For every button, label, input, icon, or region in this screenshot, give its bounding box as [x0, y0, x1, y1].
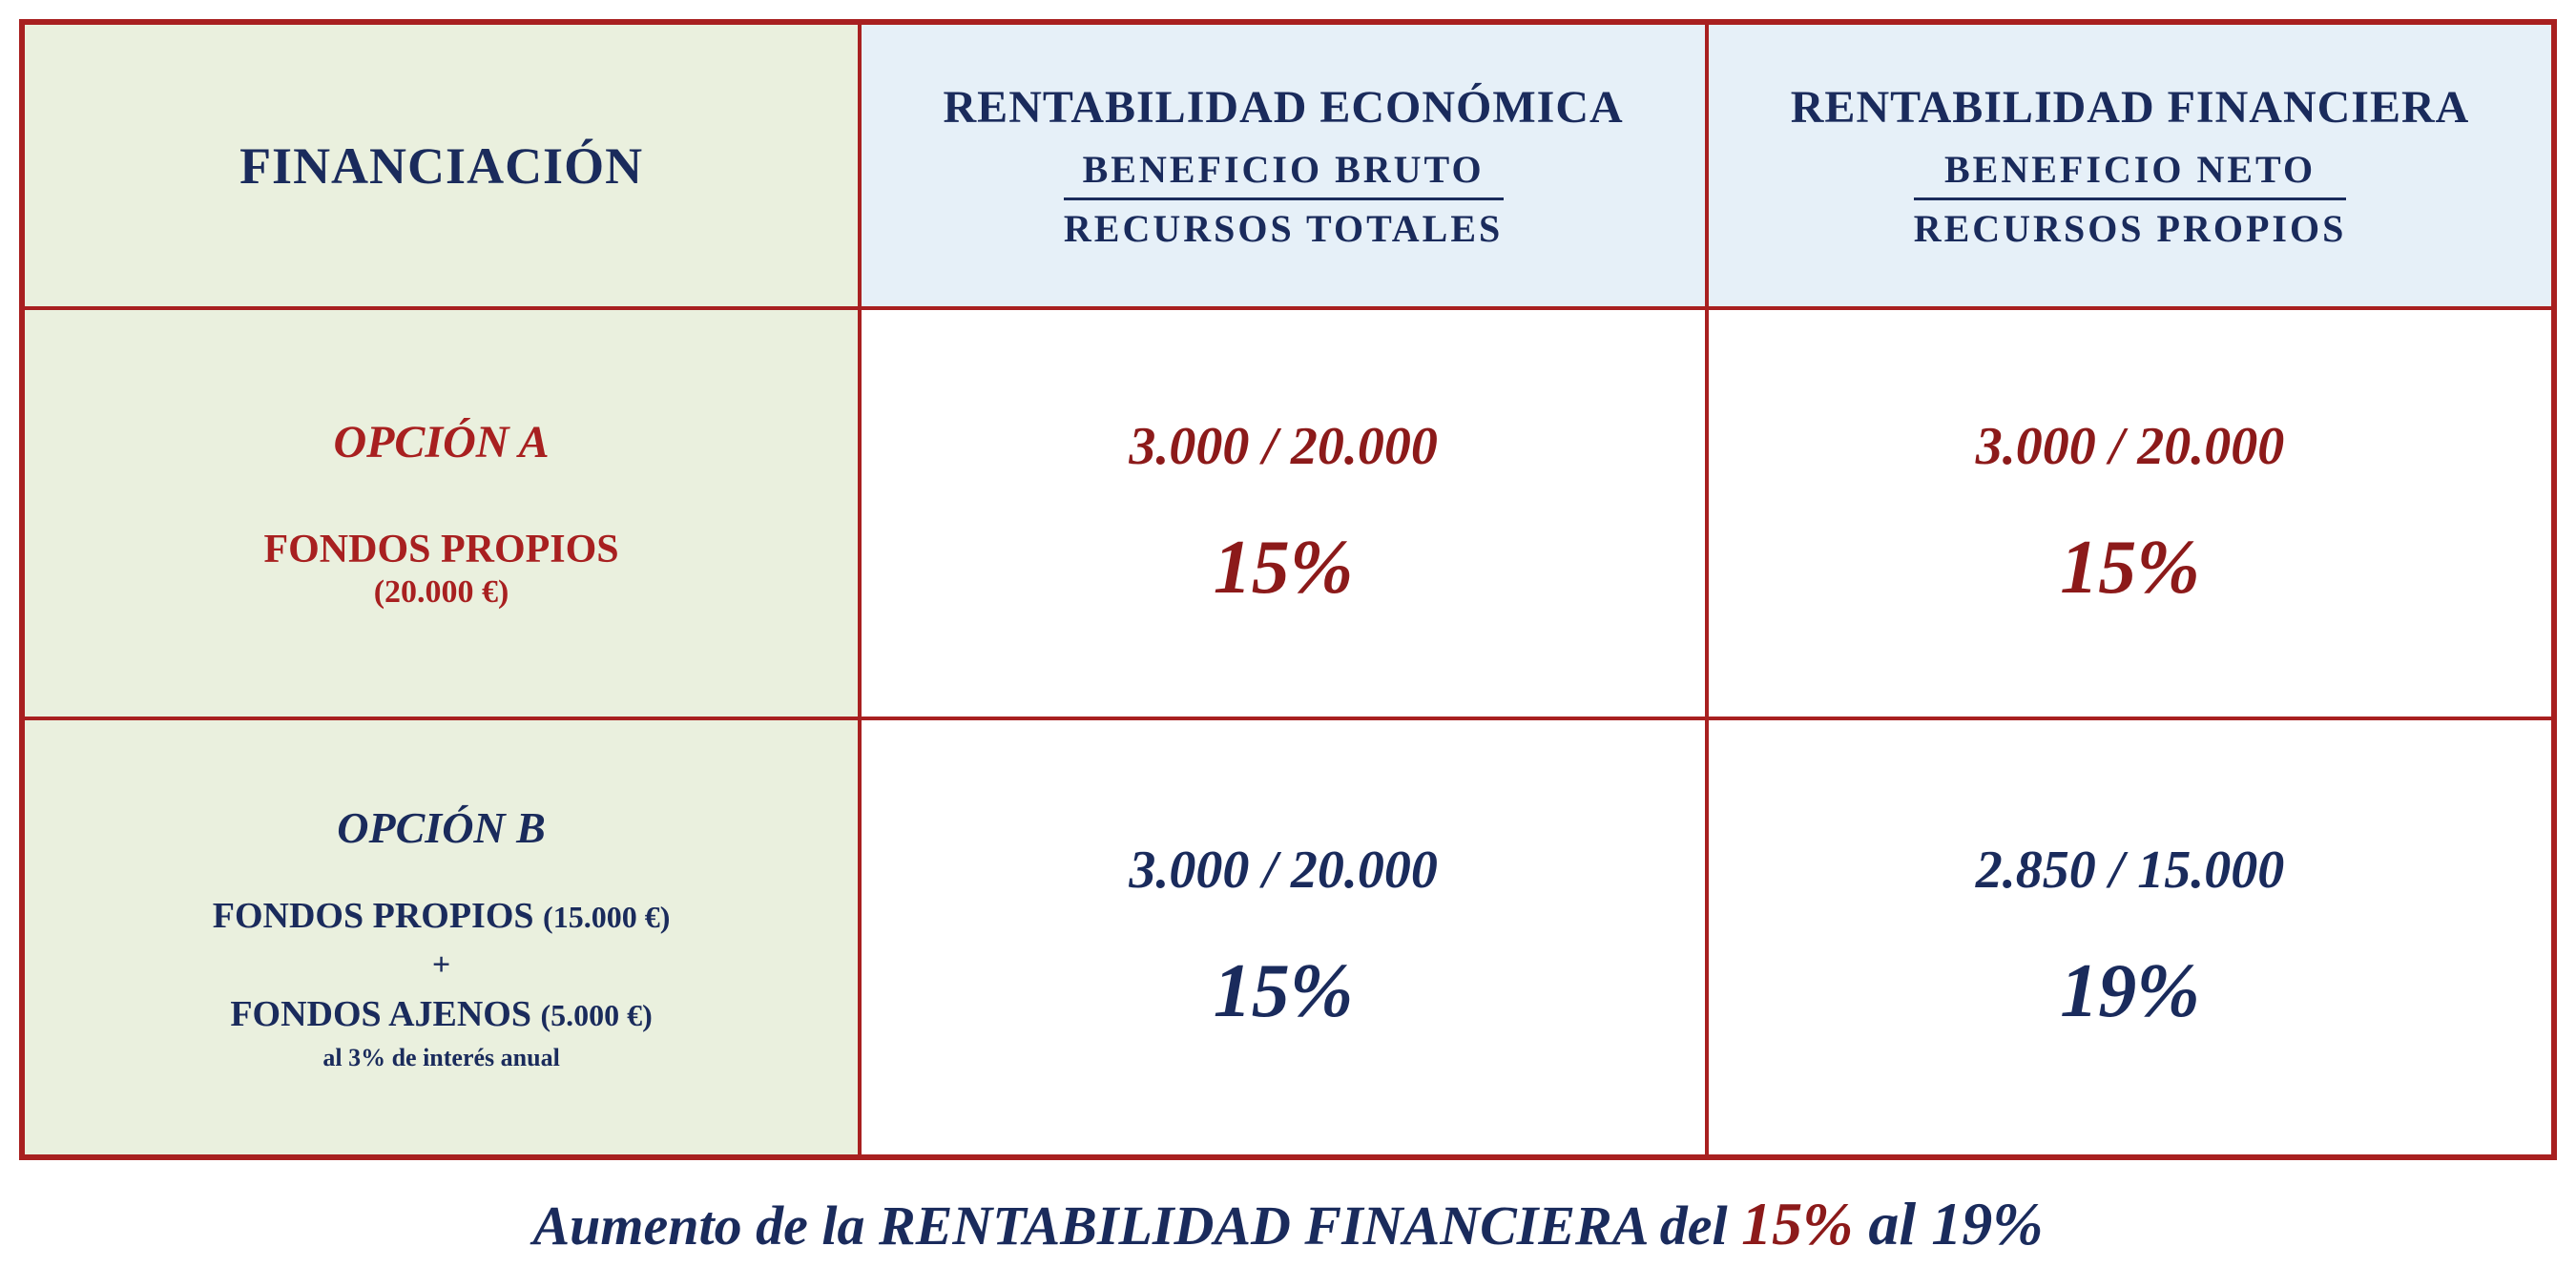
footer-text-2: del	[1660, 1195, 1741, 1257]
option-b-label-cell: OPCIÓN B FONDOS PROPIOS (15.000 €) + FON…	[22, 718, 860, 1157]
option-b-title: OPCIÓN B	[26, 802, 857, 853]
col3-fraction: BENEFICIO NETO RECURSOS PROPIOS	[1914, 147, 2347, 251]
option-a-econ-pct: 15%	[862, 525, 1704, 612]
option-b-economica-cell: 3.000 / 20.000 15%	[860, 718, 1707, 1157]
footer-pct-to: al 19%	[1868, 1190, 2043, 1257]
col3-frac-numerator: BENEFICIO NETO	[1914, 147, 2347, 200]
option-a-title: OPCIÓN A	[26, 416, 857, 468]
option-b-ajenos-label: FONDOS AJENOS	[230, 994, 531, 1034]
option-b-propios-label: FONDOS PROPIOS	[213, 896, 534, 936]
option-a-amount: (20.000 €)	[26, 574, 857, 611]
option-b-interest-note: al 3% de interés anual	[26, 1044, 857, 1072]
col3-title: RENTABILIDAD FINANCIERA	[1710, 81, 2550, 134]
col2-frac-denominator: RECURSOS TOTALES	[1064, 200, 1504, 251]
option-b-propios-amount: (15.000 €)	[543, 900, 670, 934]
table-row-option-b: OPCIÓN B FONDOS PROPIOS (15.000 €) + FON…	[22, 718, 2554, 1157]
option-b-econ-calc: 3.000 / 20.000	[862, 840, 1704, 901]
table-header-row: FINANCIACIÓN RENTABILIDAD ECONÓMICA BENE…	[22, 22, 2554, 308]
option-b-ajenos-amount: (5.000 €)	[541, 998, 653, 1032]
footer-pct-from: 15%	[1741, 1190, 1868, 1257]
table-row-option-a: OPCIÓN A FONDOS PROPIOS (20.000 €) 3.000…	[22, 308, 2554, 718]
col2-fraction: BENEFICIO BRUTO RECURSOS TOTALES	[1064, 147, 1504, 251]
option-b-propios: FONDOS PROPIOS (15.000 €)	[26, 891, 857, 942]
option-b-ajenos: FONDOS AJENOS (5.000 €)	[26, 989, 857, 1040]
col1-title: FINANCIACIÓN	[26, 136, 857, 196]
footer-summary: Aumento de la RENTABILIDAD FINANCIERA de…	[19, 1160, 2557, 1269]
col2-title: RENTABILIDAD ECONÓMICA	[862, 81, 1704, 134]
col2-frac-numerator: BENEFICIO BRUTO	[1064, 147, 1504, 200]
header-col-financiera: RENTABILIDAD FINANCIERA BENEFICIO NETO R…	[1707, 22, 2554, 308]
header-col-financiacion: FINANCIACIÓN	[22, 22, 860, 308]
option-b-fin-calc: 2.850 / 15.000	[1710, 840, 2550, 901]
footer-text-1: Aumento de la RENTABILIDAD FINANCIERA	[532, 1195, 1659, 1257]
option-a-economica-cell: 3.000 / 20.000 15%	[860, 308, 1707, 718]
col3-frac-denominator: RECURSOS PROPIOS	[1914, 200, 2347, 251]
option-a-fin-pct: 15%	[1710, 525, 2550, 612]
option-b-fin-pct: 19%	[1710, 948, 2550, 1035]
option-b-econ-pct: 15%	[862, 948, 1704, 1035]
header-col-economica: RENTABILIDAD ECONÓMICA BENEFICIO BRUTO R…	[860, 22, 1707, 308]
option-b-financiera-cell: 2.850 / 15.000 19%	[1707, 718, 2554, 1157]
option-a-fondos: FONDOS PROPIOS	[26, 526, 857, 573]
financing-comparison-table: FINANCIACIÓN RENTABILIDAD ECONÓMICA BENE…	[19, 19, 2557, 1160]
option-a-econ-calc: 3.000 / 20.000	[862, 416, 1704, 477]
option-a-fin-calc: 3.000 / 20.000	[1710, 416, 2550, 477]
option-a-label-cell: OPCIÓN A FONDOS PROPIOS (20.000 €)	[22, 308, 860, 718]
option-b-plus: +	[26, 947, 857, 984]
option-a-financiera-cell: 3.000 / 20.000 15%	[1707, 308, 2554, 718]
